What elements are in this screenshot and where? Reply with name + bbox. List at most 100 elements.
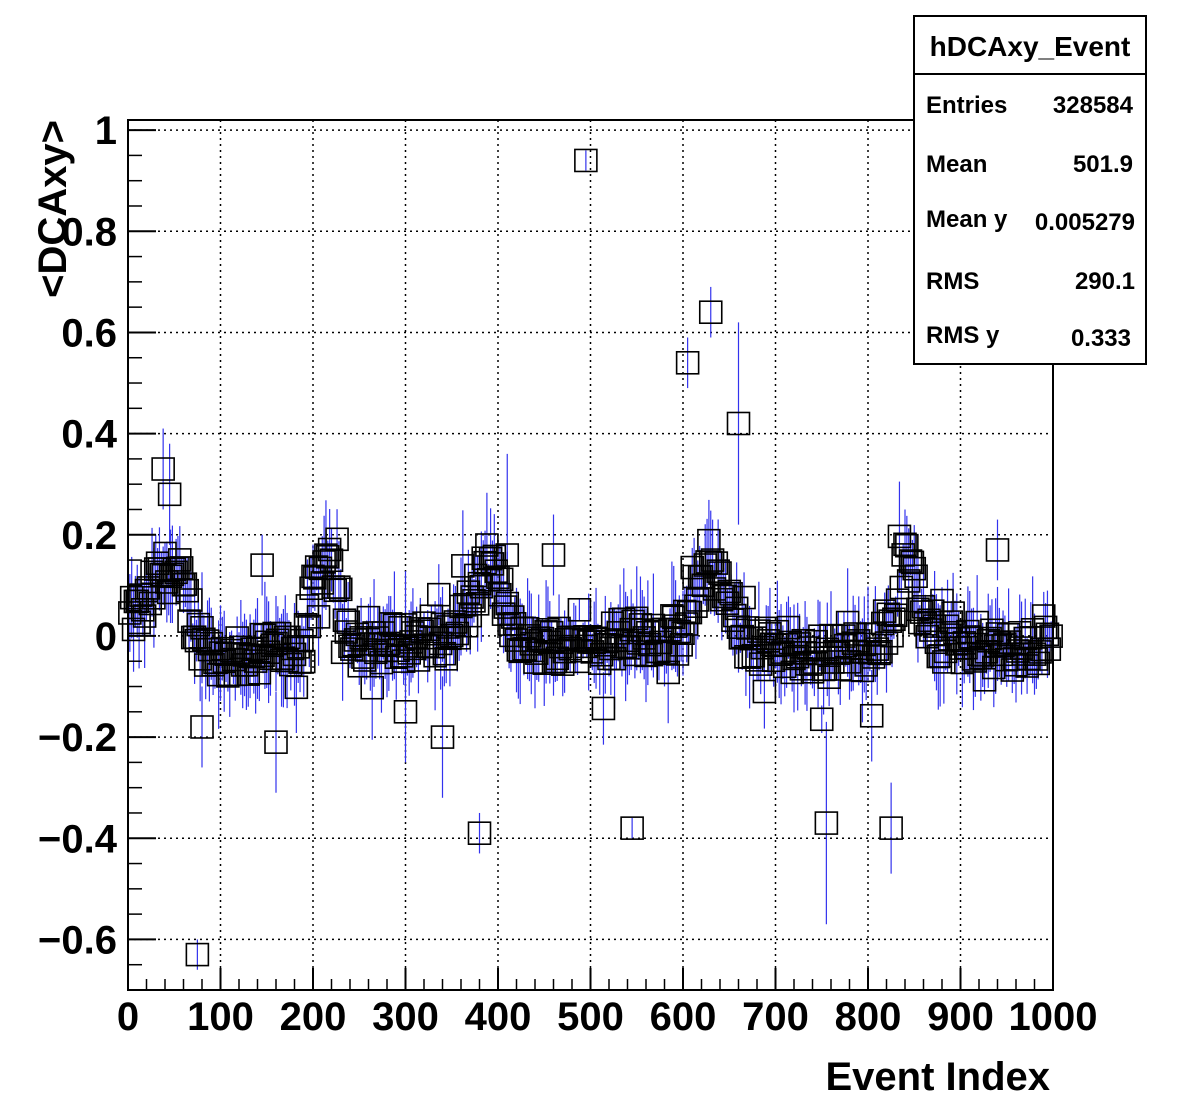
data-point	[919, 618, 943, 642]
data-point	[541, 543, 566, 567]
x-tick-label: 900	[927, 995, 994, 1039]
data-point	[495, 543, 520, 567]
y-tick-label: −0.2	[38, 716, 117, 760]
data-point	[493, 595, 518, 619]
data-point	[887, 524, 912, 549]
data-point	[859, 703, 884, 728]
data-point	[567, 597, 592, 622]
data-point	[250, 553, 274, 577]
data-point	[809, 707, 834, 732]
data-point	[684, 594, 708, 618]
data-point	[412, 611, 436, 635]
data-point	[315, 544, 340, 569]
stats-box: hDCAxy_Event Entries 328584 Mean 501.9 M…	[913, 15, 1147, 365]
x-tick-label: 400	[465, 995, 532, 1039]
data-point	[323, 578, 348, 603]
data-point	[351, 645, 375, 669]
data-point	[190, 715, 214, 739]
data-point	[922, 614, 947, 638]
x-tick-label: 600	[650, 995, 717, 1039]
stats-value-entries: 328584	[1053, 92, 1134, 119]
data-point	[813, 657, 838, 681]
data-markers	[118, 148, 1063, 967]
data-point	[896, 569, 921, 593]
stats-box-title: hDCAxy_Event	[930, 31, 1131, 62]
data-point	[880, 623, 904, 648]
data-point	[752, 679, 777, 704]
x-tick-label: 100	[187, 995, 254, 1039]
data-point	[185, 942, 210, 967]
data-point	[678, 600, 703, 625]
data-point	[175, 578, 199, 603]
data-point	[656, 660, 681, 685]
data-point	[430, 725, 455, 749]
data-point	[902, 556, 927, 581]
data-point	[173, 572, 198, 596]
data-point	[639, 642, 664, 667]
data-point	[941, 601, 965, 625]
data-point	[488, 582, 512, 607]
data-point	[675, 350, 700, 375]
y-tick-label: −0.4	[38, 817, 118, 861]
data-point	[1024, 647, 1049, 671]
data-point	[328, 577, 353, 602]
x-axis-title: Event Index	[825, 1055, 1050, 1099]
data-point	[293, 612, 318, 637]
y-tick-label: 1	[95, 109, 117, 153]
data-point	[1039, 624, 1063, 648]
y-tick-label: 0.4	[61, 413, 117, 457]
stats-value-mean-y: 0.005279	[1035, 209, 1135, 236]
data-point	[613, 634, 638, 659]
data-point	[732, 585, 756, 610]
data-point	[972, 667, 997, 692]
data-point	[186, 612, 211, 637]
data-point	[726, 411, 751, 436]
data-point	[589, 642, 614, 667]
data-point	[895, 533, 919, 558]
data-point	[698, 300, 723, 325]
data-point	[591, 696, 616, 721]
data-point	[319, 548, 344, 573]
data-point	[469, 574, 494, 599]
x-tick-label: 200	[280, 995, 347, 1039]
data-point	[1035, 622, 1060, 647]
data-point	[900, 550, 925, 575]
data-point	[389, 644, 414, 668]
data-point	[879, 816, 903, 840]
y-axis-title: <DCAxy>	[31, 120, 75, 298]
data-point	[312, 550, 336, 574]
stats-value-rms: 290.1	[1075, 268, 1135, 295]
axes: 0 100 200 300 400 500 600 700 800 900 1000 −0.6 −0.4…	[38, 109, 1097, 1039]
data-point	[432, 641, 457, 666]
data-point	[325, 527, 349, 552]
data-point	[157, 482, 182, 507]
data-point	[574, 148, 598, 173]
stats-value-rms-y: 0.333	[1071, 325, 1131, 352]
data-point	[434, 647, 459, 671]
stats-box-frame	[913, 15, 1147, 365]
data-point	[458, 603, 483, 628]
data-point	[168, 548, 192, 572]
data-point	[898, 549, 923, 573]
data-point	[467, 821, 492, 845]
data-point	[893, 532, 917, 557]
x-tick-label: 800	[835, 995, 902, 1039]
y-tick-label: −0.6	[38, 918, 117, 962]
data-point	[426, 582, 451, 607]
data-point	[480, 552, 505, 576]
stats-label-mean: Mean	[926, 151, 987, 178]
data-point	[129, 583, 153, 607]
stats-label-rms-y: RMS y	[926, 322, 1000, 349]
data-point	[297, 614, 322, 639]
data-point	[1037, 637, 1062, 661]
data-point	[445, 621, 470, 646]
stats-value-mean: 501.9	[1073, 151, 1133, 178]
y-tick-label: 0.2	[61, 514, 117, 558]
data-point	[717, 579, 742, 604]
data-point	[1022, 642, 1047, 666]
data-point	[814, 811, 839, 835]
data-point	[985, 538, 1010, 562]
stats-label-rms: RMS	[926, 268, 979, 295]
x-tick-label: 700	[742, 995, 809, 1039]
